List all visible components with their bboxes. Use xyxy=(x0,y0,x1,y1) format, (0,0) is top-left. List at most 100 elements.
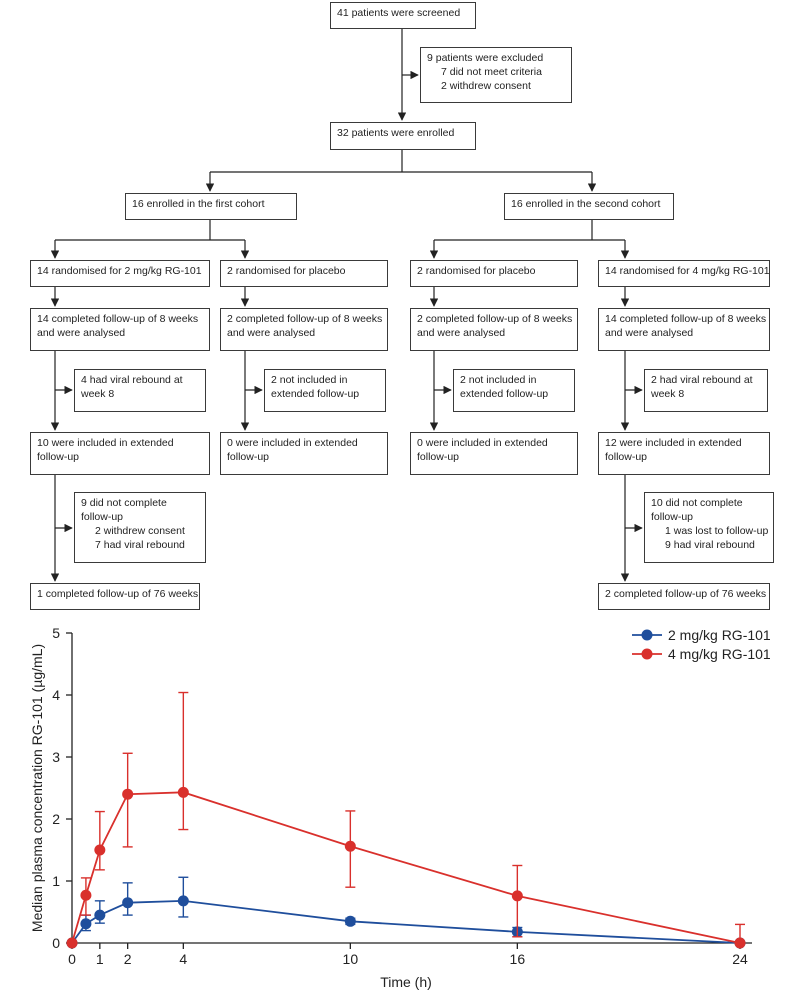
cohort2-box: 16 enrolled in the second cohort xyxy=(504,193,674,220)
enrolled-text: 32 patients were enrolled xyxy=(337,127,455,139)
excluded-box: 9 patients were excluded 7 did not meet … xyxy=(420,47,572,103)
c2-drug-completed8w-l2: and were analysed xyxy=(605,327,694,339)
data-point-series-2 xyxy=(344,840,356,852)
c1-placebo-randomised: 2 randomised for placebo xyxy=(227,265,346,277)
cohort1-box: 16 enrolled in the first cohort xyxy=(125,193,297,220)
x-tick-label: 1 xyxy=(96,951,104,967)
cohort2-title: 16 enrolled in the second cohort xyxy=(511,198,661,210)
screened-box: 41 patients were screened xyxy=(330,2,476,29)
c2-placebo-completed8w-l1: 2 completed follow-up of 8 weeks xyxy=(417,313,573,325)
c2-drug-rebound-box: 2 had viral rebound at week 8 xyxy=(644,369,768,412)
data-point-series-2 xyxy=(94,844,106,856)
data-point-series-1 xyxy=(80,918,92,930)
c2-placebo-completed8w-box: 2 completed follow-up of 8 weeks and wer… xyxy=(410,308,578,351)
y-tick-label: 3 xyxy=(52,749,60,765)
c2-drug-notcompleted-l2: follow-up xyxy=(651,511,694,523)
c1-drug-rebound-l1: 4 had viral rebound at xyxy=(81,374,183,386)
c2-drug-extended-l2: follow-up xyxy=(605,451,648,463)
y-tick-label: 2 xyxy=(52,811,60,827)
y-tick-label: 1 xyxy=(52,873,60,889)
c2-drug-extended-l1: 12 were included in extended xyxy=(605,437,742,449)
c2-placebo-extended-box: 0 were included in extended follow-up xyxy=(410,432,578,475)
c1-drug-notcompleted-l4: 7 had viral rebound xyxy=(95,539,185,551)
data-point-series-1 xyxy=(122,897,134,909)
c2-drug-rebound-l1: 2 had viral rebound at xyxy=(651,374,753,386)
x-tick-label: 16 xyxy=(510,951,526,967)
c2-placebo-randomised: 2 randomised for placebo xyxy=(417,265,536,277)
c2-placebo-notincluded-l2: extended follow-up xyxy=(460,388,549,400)
c2-drug-randomised-box: 14 randomised for 4 mg/kg RG-101 xyxy=(598,260,770,287)
data-point-series-2 xyxy=(122,788,134,800)
data-point-series-2 xyxy=(511,890,523,902)
data-point-series-1 xyxy=(66,937,78,949)
c2-drug-notcompleted-l1: 10 did not complete xyxy=(651,497,743,509)
c1-drug-completed8w-l2: and were analysed xyxy=(37,327,126,339)
c1-drug-randomised: 14 randomised for 2 mg/kg RG-101 xyxy=(37,265,202,277)
data-point-series-2 xyxy=(66,937,78,949)
enrolled-box: 32 patients were enrolled xyxy=(330,122,476,150)
c2-placebo-notincluded-l1: 2 not included in xyxy=(460,374,537,386)
x-tick-label: 2 xyxy=(124,951,132,967)
c2-drug-rebound-l2: week 8 xyxy=(651,388,685,400)
data-point-series-1 xyxy=(344,915,356,927)
legend-marker-2 xyxy=(641,648,653,660)
c2-drug-completed8w-box: 14 completed follow-up of 8 weeks and we… xyxy=(598,308,770,351)
y-tick-label: 4 xyxy=(52,687,60,703)
cohort1-title: 16 enrolled in the first cohort xyxy=(132,198,265,210)
c1-drug-rebound-l2: week 8 xyxy=(81,388,115,400)
legend-label-2: 4 mg/kg RG-101 xyxy=(668,646,771,662)
flowchart-connectors xyxy=(50,28,643,582)
c2-drug-notcompleted-l4: 9 had viral rebound xyxy=(665,539,755,551)
c1-drug-extended-box: 10 were included in extended follow-up xyxy=(30,432,210,475)
c1-drug-rebound-box: 4 had viral rebound at week 8 xyxy=(74,369,206,412)
c1-placebo-extended-box: 0 were included in extended follow-up xyxy=(220,432,388,475)
c2-placebo-completed8w-l2: and were analysed xyxy=(417,327,506,339)
c1-drug-extended-l1: 10 were included in extended xyxy=(37,437,174,449)
c1-placebo-completed8w-l1: 2 completed follow-up of 8 weeks xyxy=(227,313,383,325)
c1-drug-notcompleted-l1: 9 did not complete xyxy=(81,497,167,509)
c1-drug-notcompleted-l2: follow-up xyxy=(81,511,124,523)
legend-marker-1 xyxy=(641,629,653,641)
c1-drug-randomised-box: 14 randomised for 2 mg/kg RG-101 xyxy=(30,260,210,287)
x-tick-label: 10 xyxy=(343,951,359,967)
series-line-1 xyxy=(71,899,741,944)
excluded-reason-criteria: 7 did not meet criteria xyxy=(441,66,542,78)
c1-placebo-completed8w-box: 2 completed follow-up of 8 weeks and wer… xyxy=(220,308,388,351)
screened-text: 41 patients were screened xyxy=(337,7,461,19)
data-point-series-1 xyxy=(511,926,523,938)
c2-drug-completed76w: 2 completed follow-up of 76 weeks xyxy=(605,588,767,600)
c1-placebo-completed8w-l2: and were analysed xyxy=(227,327,316,339)
c2-drug-completed8w-l1: 14 completed follow-up of 8 weeks xyxy=(605,313,767,325)
c2-drug-extended-box: 12 were included in extended follow-up xyxy=(598,432,770,475)
x-tick-label: 4 xyxy=(179,951,187,967)
data-point-series-1 xyxy=(177,895,189,907)
c1-placebo-notincluded-l2: extended follow-up xyxy=(271,388,360,400)
legend-label-1: 2 mg/kg RG-101 xyxy=(668,627,771,643)
x-axis-label: Time (h) xyxy=(380,974,432,990)
data-point-series-1 xyxy=(94,909,106,921)
data-point-series-2 xyxy=(734,937,746,949)
y-tick-label: 5 xyxy=(52,625,60,641)
c1-drug-completed8w-l1: 14 completed follow-up of 8 weeks xyxy=(37,313,199,325)
excluded-title: 9 patients were excluded xyxy=(427,52,544,64)
c1-drug-notcompleted-l3: 2 withdrew consent xyxy=(95,525,185,537)
c2-placebo-notincluded-box: 2 not included in extended follow-up xyxy=(453,369,575,412)
c1-drug-completed76w-box: 1 completed follow-up of 76 weeks xyxy=(30,583,200,610)
c2-placebo-extended-l1: 0 were included in extended xyxy=(417,437,548,449)
c1-placebo-extended-l1: 0 were included in extended xyxy=(227,437,358,449)
data-point-series-1 xyxy=(734,937,746,949)
c1-placebo-notincluded-box: 2 not included in extended follow-up xyxy=(264,369,386,412)
c1-placebo-notincluded-l1: 2 not included in xyxy=(271,374,348,386)
data-point-series-2 xyxy=(177,786,189,798)
x-tick-label: 0 xyxy=(68,951,76,967)
excluded-reason-consent: 2 withdrew consent xyxy=(441,80,531,92)
data-point-series-2 xyxy=(80,889,92,901)
c1-drug-extended-l2: follow-up xyxy=(37,451,80,463)
c2-drug-randomised: 14 randomised for 4 mg/kg RG-101 xyxy=(605,265,770,277)
y-axis-label: Median plasma concentration RG-101 (µg/m… xyxy=(29,644,45,932)
c2-drug-completed76w-box: 2 completed follow-up of 76 weeks xyxy=(598,583,770,610)
x-tick-label: 24 xyxy=(732,951,748,967)
c1-drug-notcompleted-box: 9 did not complete follow-up 2 withdrew … xyxy=(74,492,206,563)
c1-drug-completed8w-box: 14 completed follow-up of 8 weeks and we… xyxy=(30,308,210,351)
c2-placebo-randomised-box: 2 randomised for placebo xyxy=(410,260,578,287)
